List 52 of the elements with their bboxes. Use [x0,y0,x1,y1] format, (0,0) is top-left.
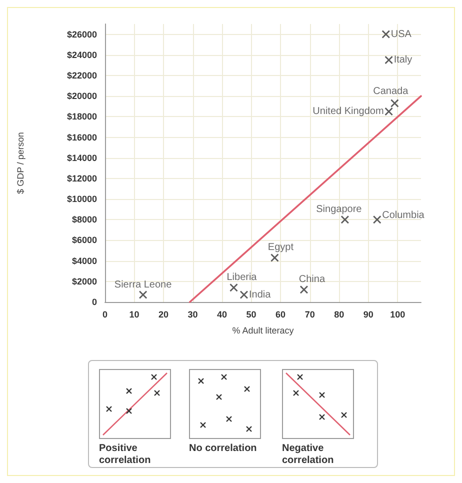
annotation: Sierra Leone [114,279,172,290]
y-tick-label: $6000 [72,235,97,246]
annotation: United Kingdom [312,106,384,118]
y-tick-label: $2000 [72,276,97,286]
point [384,107,394,116]
y-tick-label: $18000 [66,112,97,122]
point [340,215,350,224]
x-tick-label: 40 [217,310,228,320]
text: No correlation [189,443,258,455]
annotation: Egypt [268,242,294,254]
point [270,254,279,262]
y-tick-label: $14000 [66,152,97,163]
y-axis-title: $ GDP / person [16,132,26,194]
annotation: USA [390,28,412,40]
y-tick-label: $10000 [66,194,97,204]
annotation: Liberia [226,272,258,284]
annotation: Columbia [382,210,425,222]
point [230,283,238,292]
point [300,285,308,294]
x-tick-label: 10 [129,310,140,320]
y-tick-label: $20000 [66,91,97,102]
point [390,99,399,108]
x-tick-label: 70 [304,310,315,320]
x-tick-label: 50 [246,310,256,320]
y-tick-label: 0 [92,297,97,307]
point [384,56,394,64]
x-tick-label: 90 [363,310,374,320]
point [138,290,148,299]
text: Positive correlation [99,443,152,467]
x-tick-label: 0 [102,310,108,320]
x-tick-label: 80 [334,310,344,320]
x-axis-title: % Adult literacy [232,326,294,336]
text: Negative correlation [282,443,335,467]
y-tick-label: $24000 [66,50,97,60]
x-tick-label: 100 [390,310,406,320]
point [240,290,248,299]
annotation: Italy [394,54,412,66]
x-tick-label: 60 [276,310,286,320]
x-tick-label: 20 [158,310,169,320]
y-tick-label: $4000 [72,256,97,266]
y-tick-label: $26000 [66,29,97,40]
y-tick-label: $12000 [66,173,97,184]
y-tick-label: $22000 [66,70,97,80]
point [382,30,390,38]
annotation: China [298,274,326,286]
annotation: Singapore [316,204,362,216]
y-tick-label: $16000 [66,132,97,142]
y-tick-label: $8000 [72,214,97,225]
x-tick-label: 30 [188,310,198,320]
annotation: Canada [373,86,409,97]
annotation: India [248,289,272,300]
point [372,215,382,224]
